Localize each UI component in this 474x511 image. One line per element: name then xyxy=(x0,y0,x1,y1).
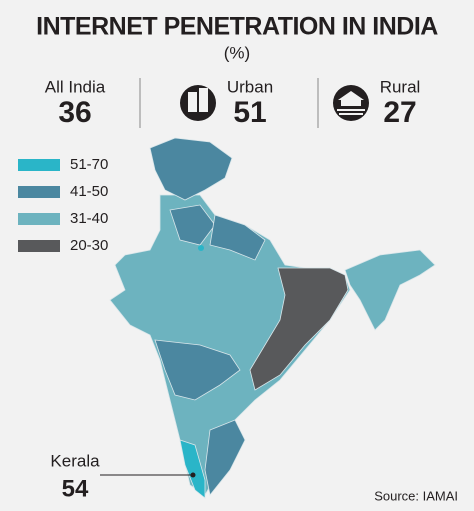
legend: 51-70 41-50 31-40 20-30 xyxy=(18,156,108,254)
source: Source: IAMAI xyxy=(374,488,458,503)
callout-label: Kerala xyxy=(50,451,100,470)
rural-icon xyxy=(333,85,369,121)
stat-value: 51 xyxy=(233,96,266,129)
legend-swatch xyxy=(18,213,60,225)
stat-label: Rural xyxy=(380,77,421,96)
callout-value: 54 xyxy=(62,475,89,502)
legend-swatch xyxy=(18,240,60,252)
legend-label: 20-30 xyxy=(70,237,108,254)
legend-swatch xyxy=(18,159,60,171)
subtitle: (%) xyxy=(224,43,250,62)
legend-label: 41-50 xyxy=(70,183,108,200)
title: INTERNET PENETRATION IN INDIA xyxy=(36,13,438,41)
stat-label: All India xyxy=(45,77,106,96)
urban-icon xyxy=(180,85,216,121)
legend-label: 31-40 xyxy=(70,210,108,227)
legend-label: 51-70 xyxy=(70,156,108,173)
stat-value: 27 xyxy=(383,96,416,129)
stat-label: Urban xyxy=(227,77,273,96)
legend-swatch xyxy=(18,186,60,198)
stat-value: 36 xyxy=(58,96,91,129)
callout-dot xyxy=(190,472,196,478)
india-map xyxy=(109,137,436,499)
